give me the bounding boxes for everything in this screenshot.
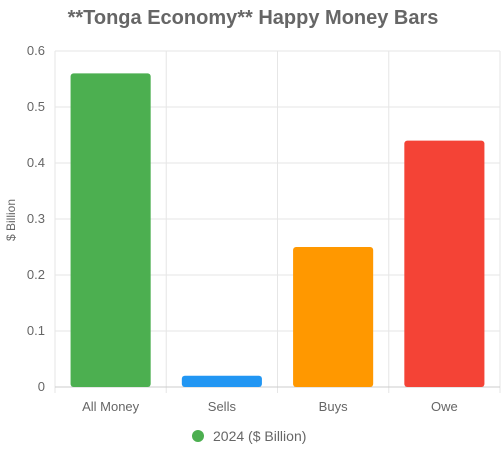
y-axis-label: $ Billion bbox=[4, 199, 18, 241]
bar-owe[interactable] bbox=[404, 140, 485, 387]
y-tick-label: 0.6 bbox=[27, 43, 45, 58]
y-tick-label: 0 bbox=[38, 379, 45, 394]
x-tick-label: Sells bbox=[208, 399, 237, 414]
x-tick-label: Buys bbox=[319, 399, 348, 414]
y-tick-label: 0.2 bbox=[27, 267, 45, 282]
chart-title: **Tonga Economy** Happy Money Bars bbox=[68, 7, 439, 29]
legend-label: 2024 ($ Billion) bbox=[213, 428, 306, 444]
y-tick-label: 0.3 bbox=[27, 211, 45, 226]
x-tick-label: All Money bbox=[82, 399, 140, 414]
legend[interactable]: 2024 ($ Billion) bbox=[192, 428, 306, 444]
y-axis-ticks: 0 0.1 0.2 0.3 0.4 0.5 0.6 bbox=[27, 43, 45, 394]
y-tick-label: 0.5 bbox=[27, 99, 45, 114]
legend-swatch bbox=[192, 430, 204, 442]
bar-buys[interactable] bbox=[293, 247, 374, 387]
bar-sells[interactable] bbox=[181, 375, 262, 387]
bars bbox=[70, 73, 485, 388]
x-tick-label: Owe bbox=[431, 399, 458, 414]
y-tick-label: 0.1 bbox=[27, 323, 45, 338]
bar-all-money[interactable] bbox=[70, 73, 151, 388]
x-axis-ticks: All Money Sells Buys Owe bbox=[82, 399, 458, 414]
y-tick-label: 0.4 bbox=[27, 155, 45, 170]
